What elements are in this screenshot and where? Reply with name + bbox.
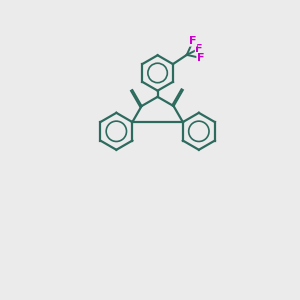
Text: F: F	[195, 44, 203, 54]
Text: F: F	[189, 36, 197, 46]
Text: F: F	[197, 53, 204, 63]
